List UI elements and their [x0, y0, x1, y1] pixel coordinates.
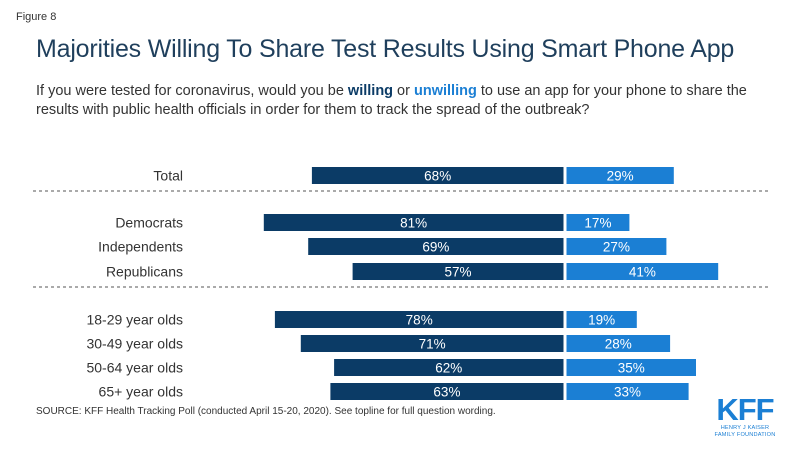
chart-title: Majorities Willing To Share Test Results…	[36, 35, 735, 63]
data-label-willing: 81%	[400, 216, 427, 231]
logo-mark: KFF	[716, 392, 774, 427]
chart-subtitle: If you were tested for coronavirus, woul…	[36, 82, 776, 119]
bar-unwilling	[566, 167, 674, 184]
data-label-unwilling: 41%	[629, 265, 656, 280]
data-label-willing: 69%	[422, 240, 449, 255]
bar-unwilling	[566, 383, 689, 400]
data-label-willing: 62%	[435, 361, 462, 376]
category-label: Total	[153, 168, 183, 184]
data-label-unwilling: 29%	[607, 169, 634, 184]
bar-unwilling	[566, 238, 667, 255]
category-label: 18-29 year olds	[86, 312, 183, 328]
subtitle-text-end: to use an app for your phone to share th…	[36, 83, 747, 118]
bar-unwilling	[566, 263, 719, 280]
bar-unwilling	[566, 359, 696, 376]
data-label-willing: 57%	[445, 265, 472, 280]
logo-line-2: FAMILY FOUNDATION	[714, 431, 776, 438]
subtitle-keyword-unwilling: unwilling	[413, 83, 477, 99]
bar-willing	[274, 311, 564, 328]
subtitle-text-mid: or	[393, 83, 414, 99]
data-label-unwilling: 17%	[584, 216, 611, 231]
kff-logo: KFF HENRY J KAISER FAMILY FOUNDATION	[712, 392, 778, 438]
data-label-unwilling: 35%	[618, 361, 645, 376]
bar-unwilling	[566, 214, 630, 231]
bar-willing	[308, 238, 564, 255]
data-label-unwilling: 19%	[588, 313, 615, 328]
data-label-willing: 68%	[424, 169, 451, 184]
category-label: Republicans	[106, 264, 183, 280]
data-label-willing: 71%	[419, 337, 446, 352]
bar-willing	[352, 263, 564, 280]
logo-line-1: HENRY J KAISER	[720, 425, 770, 431]
bar-willing	[330, 383, 564, 400]
category-label: 50-64 year olds	[86, 360, 183, 376]
data-label-unwilling: 33%	[614, 385, 641, 400]
bar-unwilling	[566, 311, 637, 328]
data-label-willing: 78%	[406, 313, 433, 328]
bar-willing	[334, 359, 564, 376]
data-label-willing: 63%	[433, 385, 460, 400]
category-label: 30-49 year olds	[86, 336, 183, 352]
bar-unwilling	[566, 335, 671, 352]
data-label-unwilling: 27%	[603, 240, 630, 255]
subtitle-keyword-willing: willing	[347, 83, 394, 99]
bar-willing	[300, 335, 564, 352]
figure-label: Figure 8	[16, 11, 57, 23]
category-label: Independents	[98, 239, 183, 255]
bar-willing	[263, 214, 564, 231]
data-label-unwilling: 28%	[605, 337, 632, 352]
category-label: 65+ year olds	[99, 384, 183, 400]
subtitle-text-start: If you were tested for coronavirus, woul…	[36, 83, 348, 99]
bar-willing	[311, 167, 564, 184]
category-label: Democrats	[115, 215, 183, 231]
source-note: SOURCE: KFF Health Tracking Poll (conduc…	[36, 406, 496, 417]
